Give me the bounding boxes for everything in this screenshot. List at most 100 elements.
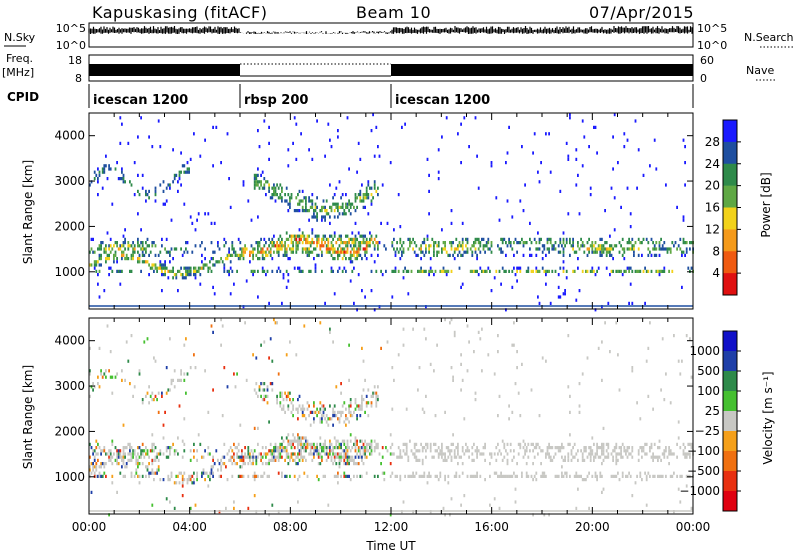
heatmap-cell (100, 465, 102, 469)
heatmap-cell (671, 241, 674, 245)
heatmap-cell (181, 273, 184, 277)
heatmap-cell (244, 446, 246, 450)
heatmap-cell (223, 244, 226, 248)
heatmap-cell (329, 247, 331, 251)
heatmap-cell (308, 209, 310, 213)
heatmap-cell (463, 452, 466, 456)
heatmap-cell (340, 391, 342, 395)
heatmap-cell (242, 180, 245, 184)
heatmap-cell (266, 474, 269, 478)
heatmap-cell (189, 266, 192, 270)
heatmap-cell (357, 247, 360, 251)
heatmap-cell (337, 269, 339, 273)
heatmap-cell (161, 394, 163, 398)
heatmap-cell (250, 455, 253, 459)
heatmap-cell (610, 186, 613, 190)
heatmap-cell (359, 455, 362, 459)
heatmap-cell (277, 250, 280, 254)
heatmap-cell (151, 503, 154, 507)
heatmap-cell (685, 455, 688, 459)
heatmap-cell (265, 241, 267, 245)
heatmap-cell (519, 266, 522, 270)
heatmap-cell (559, 250, 562, 254)
heatmap-cell (362, 205, 365, 209)
heatmap-cell (337, 446, 339, 450)
heatmap-cell (623, 449, 626, 453)
heatmap-cell (340, 458, 342, 462)
heatmap-cell (273, 234, 275, 238)
heatmap-cell (284, 253, 286, 257)
heatmap-cell (316, 119, 318, 123)
heatmap-cell (655, 247, 658, 251)
heatmap-cell (98, 346, 101, 350)
heatmap-cell (108, 257, 110, 261)
heatmap-cell (103, 289, 106, 293)
heatmap-cell (314, 234, 317, 238)
heatmap-cell (498, 506, 501, 510)
heatmap-cell (442, 247, 445, 251)
heatmap-cell (271, 452, 274, 456)
heatmap-cell (425, 250, 427, 254)
power-heatmap-cells (89, 113, 694, 312)
heatmap-cell (204, 247, 206, 251)
nsearch-tick-top: 10^5 (697, 22, 727, 35)
heatmap-cell (263, 250, 266, 254)
heatmap-cell (241, 247, 243, 251)
colorbar-tick-label: 500 (697, 364, 720, 378)
heatmap-cell (90, 263, 93, 267)
heatmap-cell (293, 439, 296, 443)
heatmap-cell (420, 250, 422, 254)
heatmap-cell (658, 439, 661, 443)
heatmap-cell (537, 295, 539, 299)
heatmap-cell (402, 442, 405, 446)
heatmap-cell (263, 269, 266, 273)
heatmap-cell (293, 436, 296, 440)
heatmap-cell (314, 449, 317, 453)
heatmap-cell (285, 186, 288, 190)
heatmap-cell (389, 433, 392, 437)
heatmap-cell (573, 455, 576, 459)
freq-unit-label: [MHz] (2, 66, 34, 79)
heatmap-cell (226, 269, 229, 273)
heatmap-cell (196, 478, 198, 482)
heatmap-cell (441, 449, 443, 453)
heatmap-cell (298, 442, 301, 446)
heatmap-cell (519, 446, 522, 450)
heatmap-cell (124, 474, 126, 478)
heatmap-cell (444, 474, 446, 478)
heatmap-cell (428, 173, 430, 177)
heatmap-cell (273, 452, 275, 456)
heatmap-cell (165, 237, 168, 241)
heatmap-cell (151, 241, 154, 245)
heatmap-cell (513, 241, 515, 245)
heatmap-cell (431, 237, 434, 241)
heatmap-cell (297, 209, 299, 213)
heatmap-cell (316, 196, 318, 200)
heatmap-cell (257, 247, 259, 251)
heatmap-cell (393, 452, 395, 456)
heatmap-cell (575, 183, 578, 187)
heatmap-cell (132, 449, 134, 453)
heatmap-cell (143, 449, 146, 453)
heatmap-cell (223, 263, 226, 267)
heatmap-cell (450, 442, 453, 446)
heatmap-cell (657, 474, 659, 478)
heatmap-cell (471, 458, 474, 462)
heatmap-cell (319, 410, 322, 414)
heatmap-cell (279, 269, 282, 273)
heatmap-cell (109, 237, 112, 241)
heatmap-cell (405, 442, 408, 446)
heatmap-cell (535, 471, 538, 475)
heatmap-cell (148, 474, 150, 478)
colorbar-segment (723, 331, 737, 352)
heatmap-cell (217, 260, 219, 264)
heatmap-cell (457, 446, 459, 450)
heatmap-cell (412, 327, 414, 331)
heatmap-cell (341, 250, 344, 254)
heatmap-cell (153, 263, 155, 267)
heatmap-cell (157, 253, 160, 257)
heatmap-cell (565, 276, 568, 280)
heatmap-cell (193, 269, 195, 273)
heatmap-cell (324, 154, 326, 158)
